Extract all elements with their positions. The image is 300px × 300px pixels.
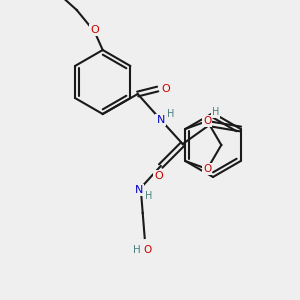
Text: O: O bbox=[90, 25, 99, 35]
Text: H: H bbox=[145, 191, 152, 201]
Text: O: O bbox=[203, 164, 212, 174]
Text: N: N bbox=[134, 185, 143, 195]
Text: O: O bbox=[161, 84, 170, 94]
Text: O: O bbox=[144, 245, 152, 255]
Text: H: H bbox=[167, 109, 174, 119]
Text: N: N bbox=[157, 115, 165, 125]
Text: O: O bbox=[154, 171, 163, 181]
Text: H: H bbox=[133, 245, 141, 255]
Text: O: O bbox=[203, 116, 212, 126]
Text: H: H bbox=[212, 107, 219, 117]
